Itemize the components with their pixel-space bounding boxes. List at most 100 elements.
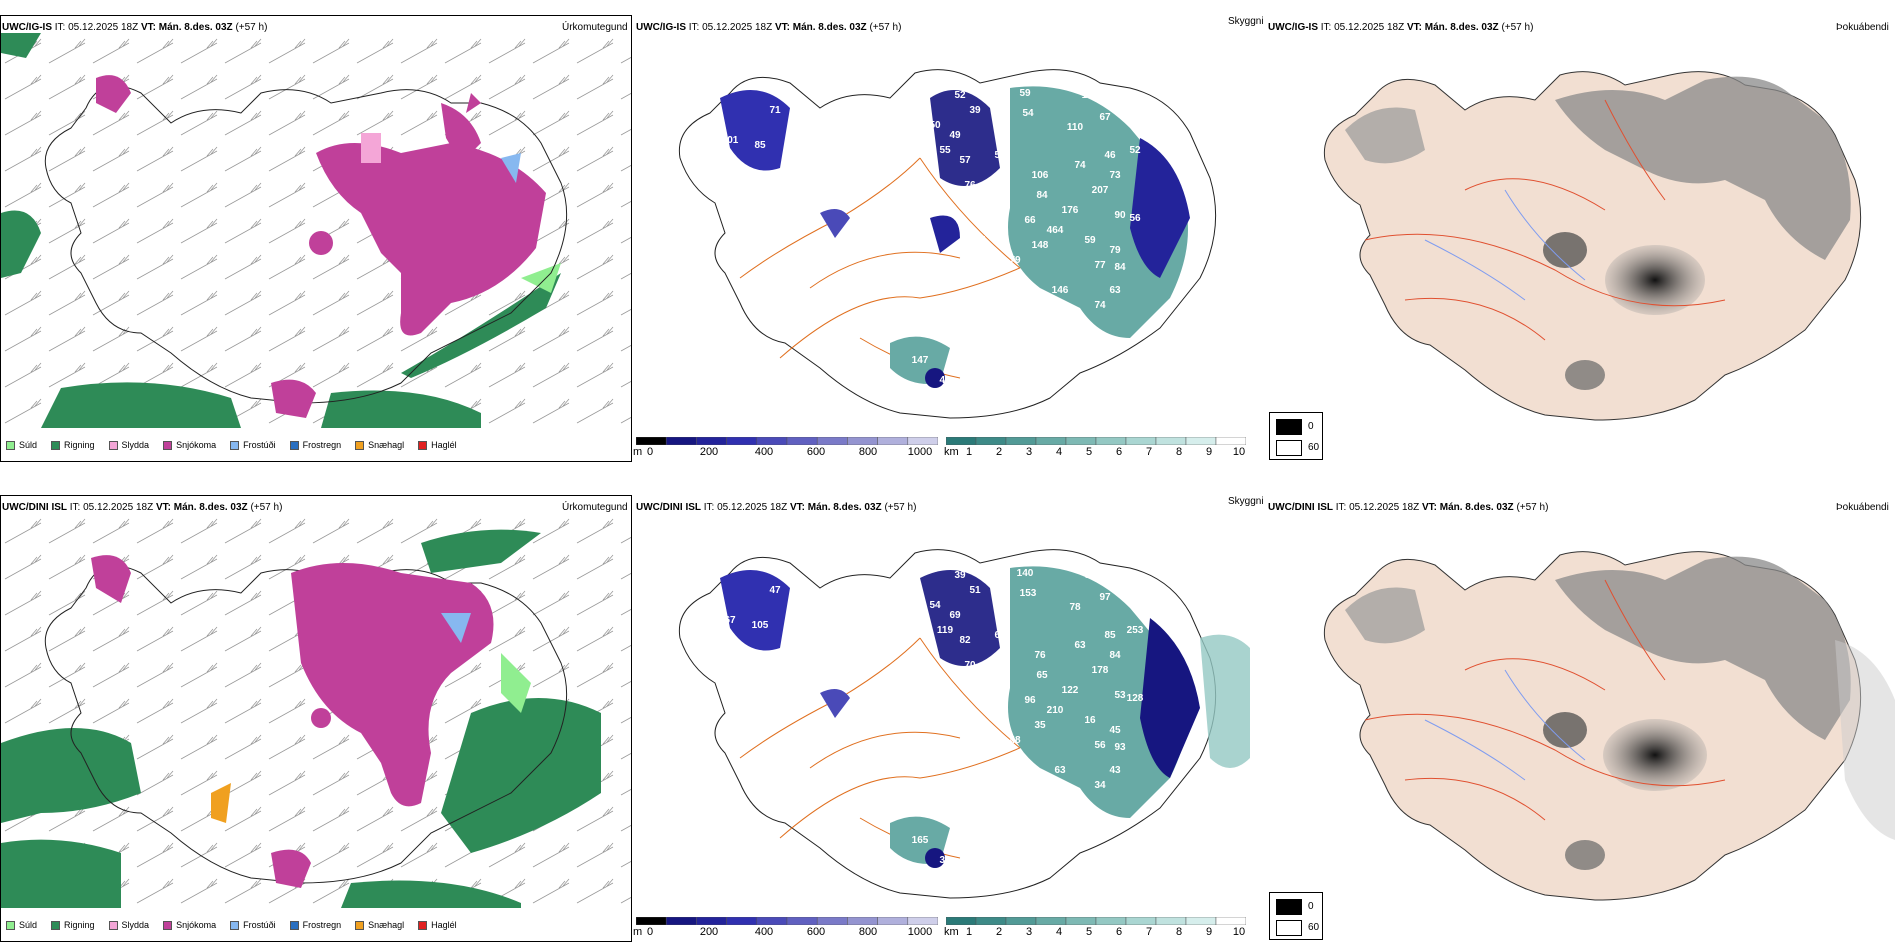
fog-panel-title: Þokuábendi (1836, 502, 1889, 513)
visibility-unit: km (944, 446, 959, 458)
visibility-value-label: 34 (1094, 780, 1106, 791)
visibility-value-label: 93 (1114, 742, 1126, 753)
visibility-value-label: 146 (1052, 285, 1069, 296)
colorbar-segment (1155, 917, 1187, 925)
visibility-value-label: 113 (1052, 70, 1069, 81)
visibility-value-label: 128 (1127, 693, 1144, 704)
visibility-value-label: 85 (1104, 630, 1116, 641)
visibility-value-label: 65 (1036, 670, 1048, 681)
colorbar-segment (907, 437, 938, 445)
colorbar-segment (1035, 917, 1067, 925)
visibility-value-label: 40 (939, 375, 951, 386)
visibility-value-label: 71 (769, 105, 781, 116)
precip-legend: Súld Rigning Slydda Snjókoma Frostúði Fr… (6, 440, 457, 450)
colorbar-segment (786, 437, 818, 445)
colorbar-segment (975, 437, 1007, 445)
visibility-value-label: 78 (1069, 602, 1081, 613)
visibility-value-label: 63 (1074, 640, 1086, 651)
legend-item-haglel: Haglél (418, 440, 457, 450)
colorbar-segment (1125, 917, 1157, 925)
visibility-value-label: 84 (1036, 190, 1048, 201)
visibility-value-label: 77 (1094, 260, 1106, 271)
visibility-value-label: 73 (1064, 325, 1076, 336)
ceiling-tick-labels: 0 200 400 600 800 1000 (646, 446, 933, 458)
visibility-value-label: 75 (809, 590, 821, 601)
colorbar-segment (1215, 437, 1246, 445)
colorbar-segment (816, 917, 848, 925)
legend-item-suld: Súld (6, 440, 37, 450)
visibility-tick-labels: 1 2 3 4 5 6 7 8 9 10 (965, 446, 1246, 458)
legend-item-rigning: Rigning (51, 920, 95, 930)
visibility-value-label: 31 (939, 855, 951, 866)
visibility-value-label: 53 (1114, 690, 1126, 701)
visibility-value-label: 47 (769, 585, 781, 596)
visibility-value-label: 176 (1062, 205, 1079, 216)
colorbar-segment (696, 917, 727, 925)
vis-panel-title: Skyggni (1228, 16, 1264, 27)
fog-map (1323, 71, 1862, 421)
colorbar-segment (1155, 437, 1187, 445)
visibility-value-label: 54 (929, 600, 941, 611)
colorbar-segment (726, 917, 758, 925)
visibility-value-label: 59 (1084, 235, 1096, 246)
fog-panel-header: UWC/DINI ISL IT: 05.12.2025 18Z VT: Mán.… (1268, 502, 1549, 513)
visibility-value-label: 210 (1047, 705, 1064, 716)
colorbar-segment (847, 917, 878, 925)
visibility-value-label: 253 (1127, 625, 1144, 636)
visibility-value-label: 56 (919, 85, 931, 96)
fog-key: 0 60 (1269, 412, 1323, 460)
precip-map (1, 513, 631, 908)
colorbar-segment (847, 437, 878, 445)
visibility-value-label: 76 (1034, 650, 1046, 661)
vis-panel-header: UWC/DINI ISL IT: 05.12.2025 18Z VT: Mán.… (636, 502, 917, 513)
colorbar-segment (786, 917, 818, 925)
visibility-value-label: 130 (682, 580, 699, 591)
visibility-value-label: 112 (987, 690, 1004, 701)
visibility-value-label: 99 (1084, 570, 1096, 581)
colorbar-segment (907, 917, 938, 925)
precip-panel-header: UWC/IG-IS IT: 05.12.2025 18Z VT: Mán. 8.… (2, 22, 268, 33)
colorbar-segment (1065, 437, 1097, 445)
ceiling-tick-labels: 0 200 400 600 800 1000 (646, 926, 933, 938)
visibility-value-label: 35 (974, 235, 986, 246)
visibility-value-label: 147 (987, 210, 1004, 221)
colorbar-segment (756, 917, 788, 925)
visibility-value-label: 76 (964, 180, 976, 191)
colorbar-segment (1005, 437, 1037, 445)
colorbar-segment (1185, 917, 1217, 925)
colorbar-segment (946, 437, 977, 445)
visibility-value-label: 67 (724, 615, 736, 626)
visibility-value-label: 43 (1109, 765, 1121, 776)
row-1: UWC/IG-IS IT: 05.12.2025 18Z VT: Mán. 8.… (0, 0, 1900, 470)
legend-item-snjokoma: Snjókoma (163, 920, 216, 930)
precip-legend: Súld Rigning Slydda Snjókoma Frostúði Fr… (6, 920, 457, 930)
visibility-value-label: 16 (1084, 715, 1096, 726)
colorbar-segment (636, 917, 667, 925)
visibility-value-label: 57 (959, 155, 971, 166)
colorbar-segment (877, 917, 909, 925)
visibility-value-label: 69 (949, 610, 961, 621)
visibility-value-label: 52 (954, 90, 966, 101)
visibility-value-label: 84 (1109, 650, 1121, 661)
fog-key: 0 60 (1269, 892, 1323, 940)
visibility-value-label: 49 (949, 130, 961, 141)
visibility-value-label: 52 (1129, 145, 1141, 156)
legend-item-frostudi: Frostúði (230, 920, 276, 930)
visibility-value-label: 43 (974, 715, 986, 726)
fog-panel-header: UWC/IG-IS IT: 05.12.2025 18Z VT: Mán. 8.… (1268, 22, 1534, 33)
visibility-value-label: 110 (1067, 122, 1084, 133)
visibility-value-label: 56 (729, 550, 741, 561)
vis-panel-title: Skyggni (1228, 496, 1264, 507)
legend-item-snaehagl: Snæhagl (355, 440, 404, 450)
colorbar-segment (946, 917, 977, 925)
visibility-value-label: 464 (1047, 225, 1064, 236)
legend-item-slydda: Slydda (108, 920, 149, 930)
colorbar-segment (696, 437, 727, 445)
visibility-value-label: 97 (1099, 592, 1111, 603)
visibility-value-label: 66 (1024, 215, 1036, 226)
visibility-value-label: 45 (1109, 725, 1121, 736)
colorbar-segment (665, 917, 697, 925)
